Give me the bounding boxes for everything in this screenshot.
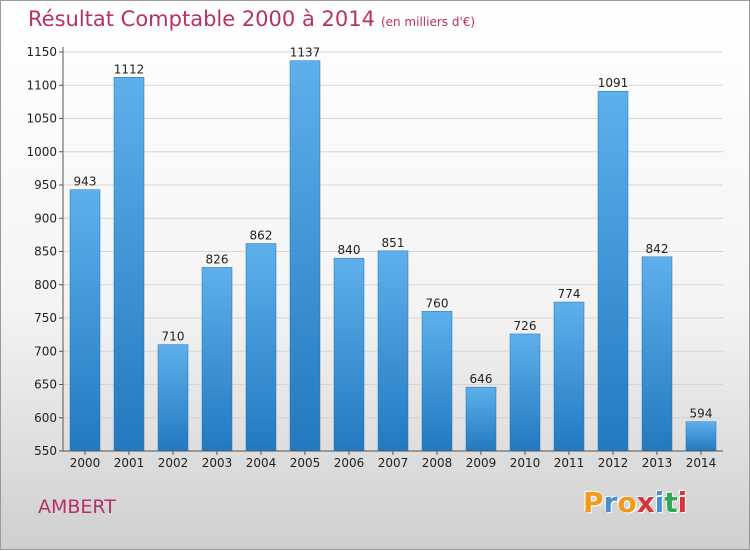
x-tick-label-2009: 2009	[466, 456, 497, 470]
y-tick-label: 700	[34, 344, 57, 358]
value-label-2000: 943	[74, 175, 97, 189]
x-tick-label-2014: 2014	[686, 456, 717, 470]
value-label-2002: 710	[162, 330, 185, 344]
x-tick-label-2007: 2007	[378, 456, 409, 470]
bar-2008	[421, 311, 453, 452]
value-label-2005: 1137	[290, 46, 321, 60]
y-tick-label: 900	[34, 211, 57, 225]
chart-title-text: Résultat Comptable 2000 à 2014	[28, 7, 375, 31]
logo-letter: x	[636, 486, 655, 519]
proxiti-logo[interactable]: Proxiti	[583, 486, 687, 519]
logo-letter: P	[583, 486, 604, 519]
city-name: AMBERT	[38, 496, 116, 518]
x-tick-label-2013: 2013	[642, 456, 673, 470]
x-tick-label-2000: 2000	[70, 456, 101, 470]
y-tick-label: 850	[34, 245, 57, 259]
bar-2014	[685, 421, 717, 452]
bars	[69, 60, 717, 452]
x-tick-label-2001: 2001	[114, 456, 145, 470]
chart-title: Résultat Comptable 2000 à 2014 (en millie…	[28, 7, 475, 31]
chart-subtitle: (en milliers d'€)	[380, 15, 476, 29]
logo-letter: r	[603, 486, 618, 519]
value-label-2006: 840	[338, 243, 361, 257]
value-label-2001: 1112	[114, 62, 145, 76]
y-tick-label: 650	[34, 378, 57, 392]
y-tick-label: 1100	[26, 78, 57, 92]
value-label-2007: 851	[382, 236, 405, 250]
x-tick-label-2002: 2002	[158, 456, 189, 470]
axes	[59, 47, 723, 455]
x-tick-label-2004: 2004	[246, 456, 277, 470]
y-tick-label: 950	[34, 178, 57, 192]
y-tick-label: 1000	[26, 145, 57, 159]
value-label-2010: 726	[514, 319, 537, 333]
bar-2009	[465, 386, 497, 452]
x-tick-label-2005: 2005	[290, 456, 321, 470]
x-tick-label-2012: 2012	[598, 456, 629, 470]
value-label-2013: 842	[646, 242, 669, 256]
bar-2010	[509, 333, 541, 452]
logo-letter: i	[677, 486, 688, 519]
bar-2002	[157, 344, 189, 452]
bar-2000	[69, 189, 101, 452]
x-tick-label-2008: 2008	[422, 456, 453, 470]
x-tick-label-2006: 2006	[334, 456, 365, 470]
bar-2005	[289, 60, 321, 452]
y-tick-label: 1150	[26, 45, 57, 59]
x-tick-label-2003: 2003	[202, 456, 233, 470]
bar-2013	[641, 256, 673, 452]
value-label-2012: 1091	[598, 76, 629, 90]
bar-2001	[113, 77, 145, 452]
value-label-2004: 862	[250, 229, 273, 243]
bar-2012	[597, 90, 629, 452]
value-label-2014: 594	[690, 407, 713, 421]
y-tick-label: 550	[34, 444, 57, 458]
y-tick-label: 800	[34, 278, 57, 292]
y-tick-label: 750	[34, 311, 57, 325]
bar-2007	[377, 250, 409, 452]
bar-2003	[201, 267, 233, 452]
x-tick-label-2010: 2010	[510, 456, 541, 470]
value-label-2011: 774	[558, 287, 581, 301]
logo-letter: o	[617, 486, 637, 519]
x-tick-label-2011: 2011	[554, 456, 585, 470]
bar-2004	[245, 243, 277, 452]
bar-2006	[333, 257, 365, 452]
labels: 550 600 650 700 750 800 850 900 950 1000 1050 1100 1…	[26, 45, 716, 470]
value-label-2009: 646	[470, 372, 493, 386]
logo-letter: i	[654, 486, 665, 519]
logo-letter: t	[664, 486, 678, 519]
y-tick-label: 600	[34, 411, 57, 425]
value-label-2003: 826	[206, 252, 229, 266]
bar-2011	[553, 301, 585, 452]
y-tick-label: 1050	[26, 112, 57, 126]
value-label-2008: 760	[426, 296, 449, 310]
